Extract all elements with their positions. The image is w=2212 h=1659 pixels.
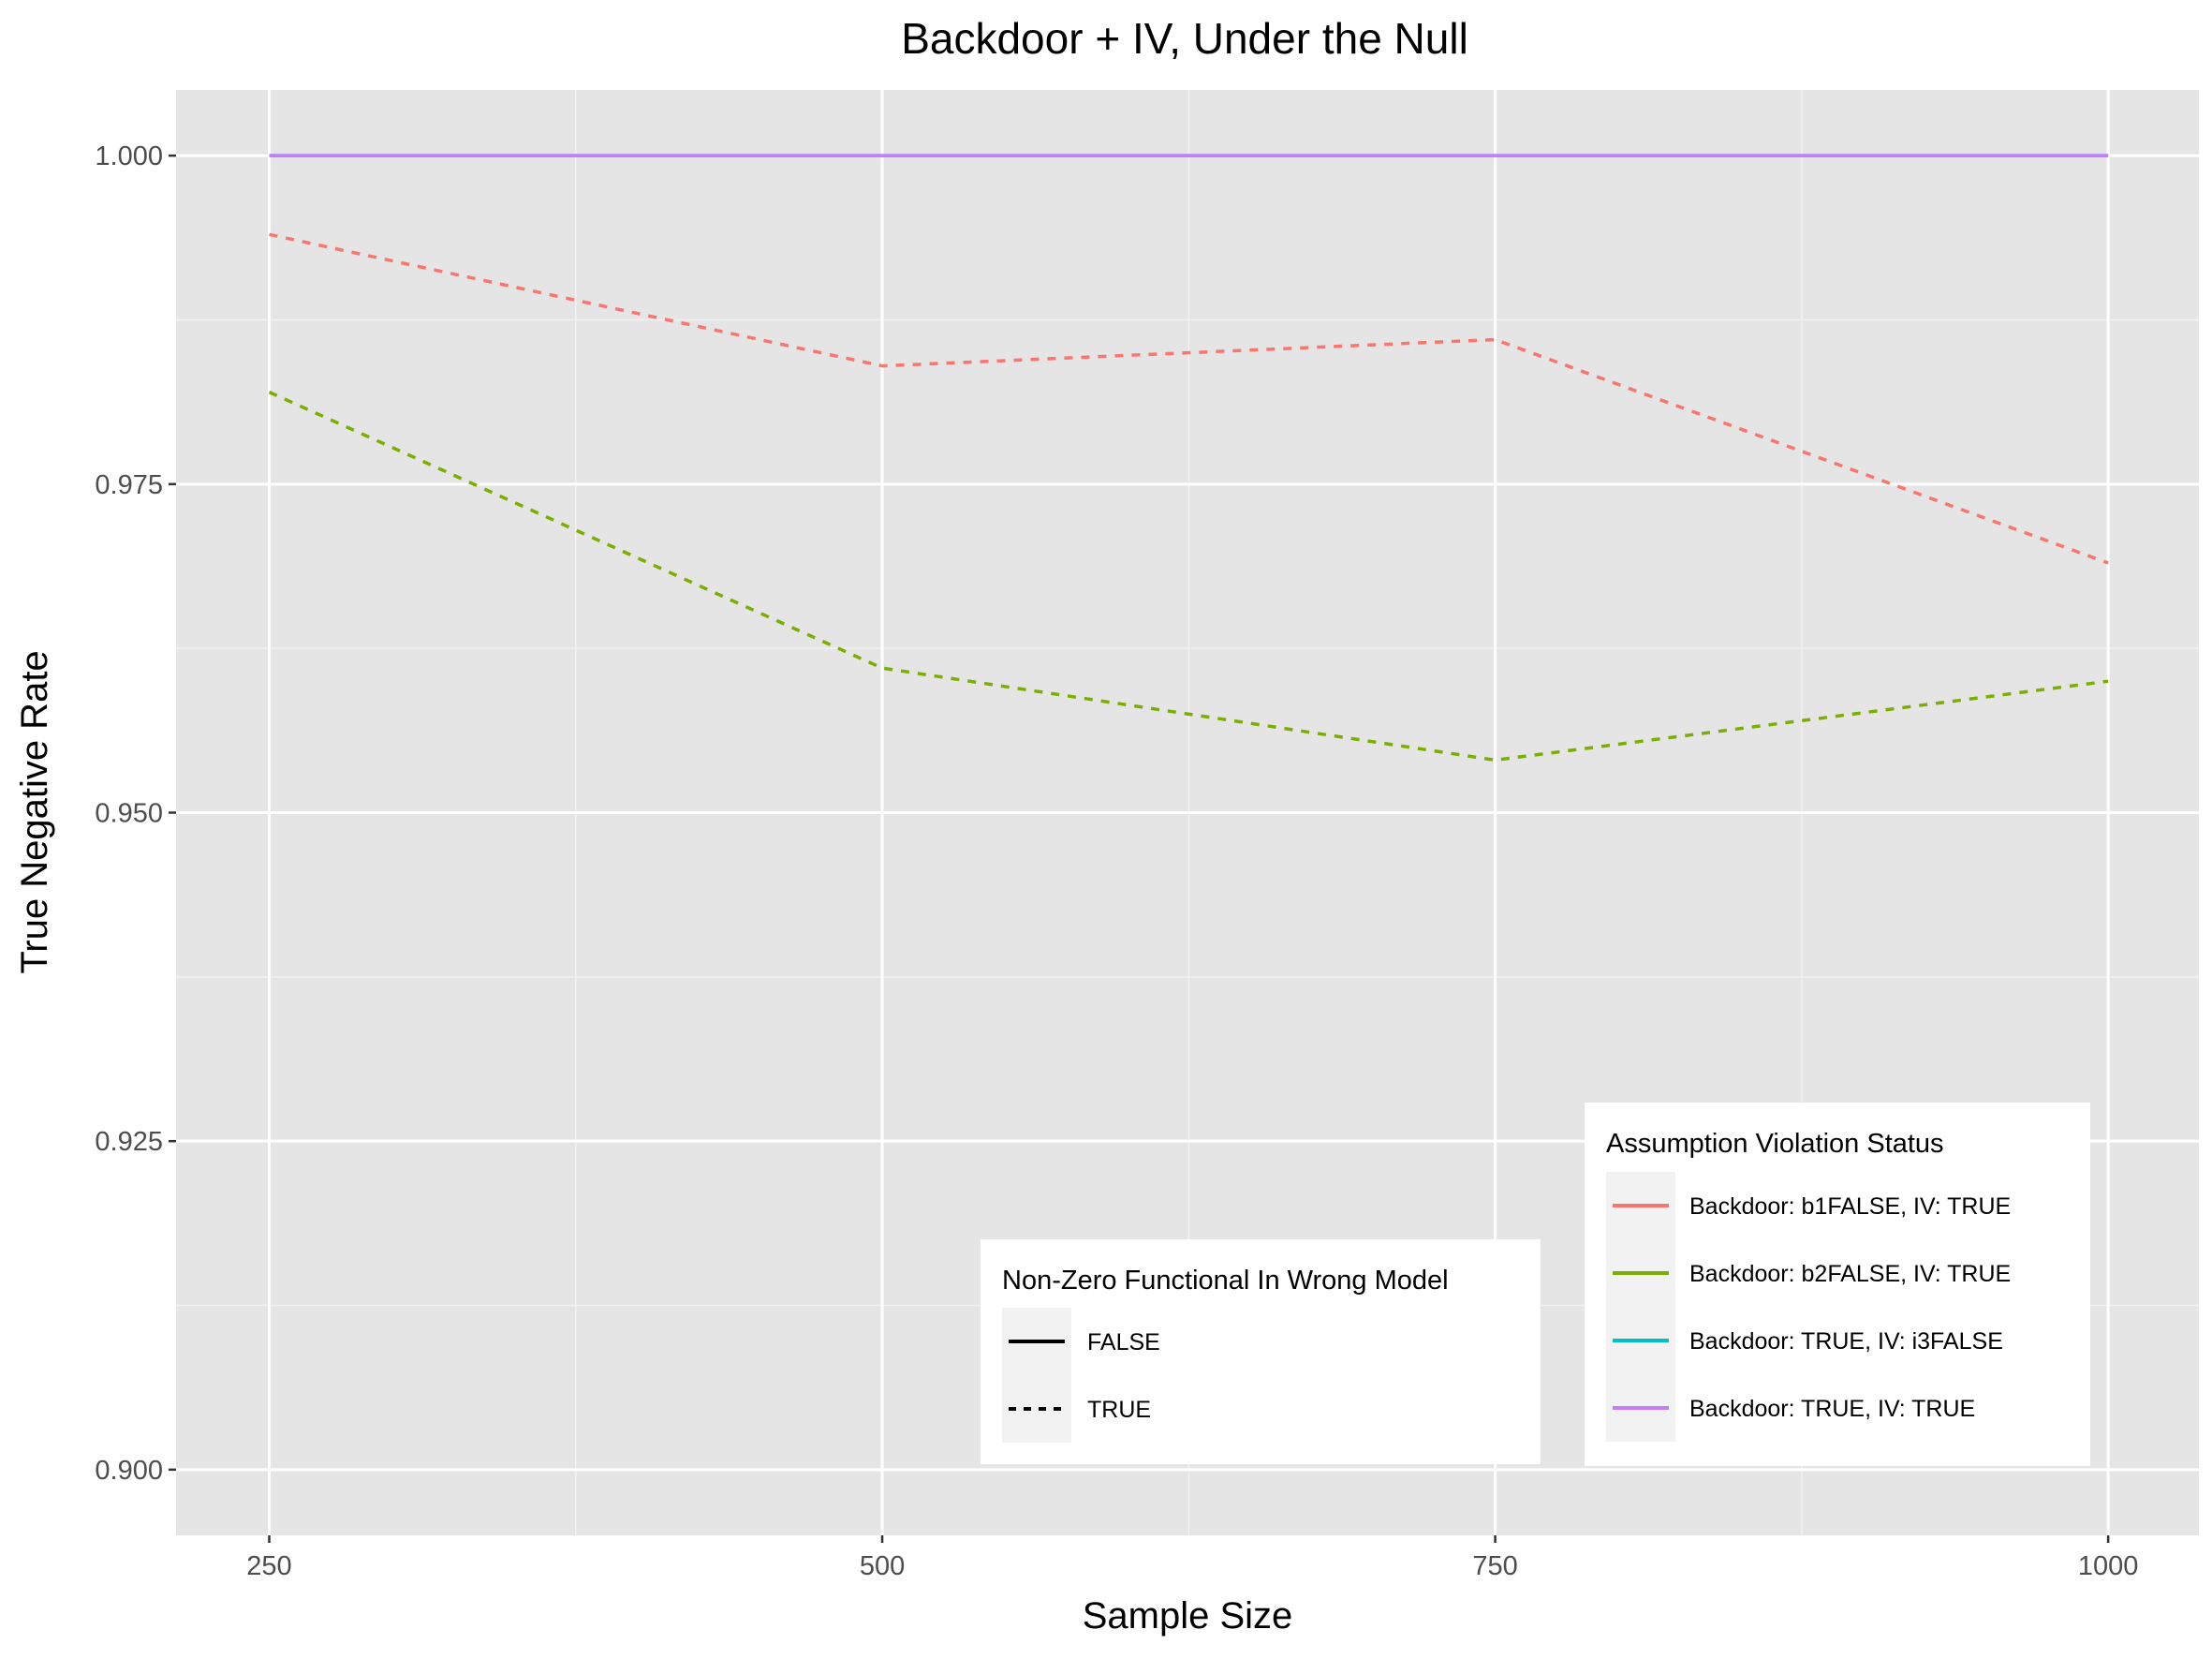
x-tick-label: 500 [860, 1551, 905, 1581]
y-tick-label: 0.900 [95, 1456, 163, 1486]
series-line-2 [268, 391, 2109, 763]
x-tick-label: 1000 [2078, 1551, 2139, 1581]
series-line-1 [269, 232, 2109, 565]
color-legend-label-2: Backdoor: b2FALSE, IV: TRUE [1689, 1261, 2011, 1287]
x-tick-label: 750 [1472, 1551, 1517, 1581]
linetype-legend: Non-Zero Functional In Wrong Model FALSE… [981, 1239, 1541, 1464]
y-axis: 0.900 0.925 0.950 0.975 1.000 [95, 141, 176, 1486]
x-axis: 250 500 750 1000 [246, 1535, 2138, 1581]
y-tick-label: 0.925 [95, 1127, 163, 1157]
y-tick-label: 0.975 [95, 470, 163, 500]
linetype-legend-label-true: TRUE [1087, 1397, 1151, 1423]
x-tick-label: 250 [246, 1551, 291, 1581]
y-tick-label: 0.950 [95, 799, 163, 829]
color-legend-label-3: Backdoor: TRUE, IV: i3FALSE [1689, 1328, 2003, 1355]
color-legend-title: Assumption Violation Status [1606, 1129, 1944, 1159]
linetype-legend-label-false: FALSE [1087, 1329, 1160, 1355]
series-lines [268, 154, 2109, 763]
x-axis-title: Sample Size [1083, 1595, 1293, 1637]
linetype-legend-box [981, 1239, 1541, 1464]
color-legend-label-4: Backdoor: TRUE, IV: TRUE [1689, 1396, 1975, 1422]
y-tick-label: 1.000 [95, 141, 163, 171]
color-legend: Assumption Violation Status Backdoor: b1… [1585, 1103, 2090, 1466]
chart-title: Backdoor + IV, Under the Null [901, 14, 1468, 63]
linetype-legend-title: Non-Zero Functional In Wrong Model [1002, 1266, 1449, 1296]
y-axis-title: True Negative Rate [14, 650, 55, 973]
color-legend-label-1: Backdoor: b1FALSE, IV: TRUE [1689, 1193, 2011, 1220]
